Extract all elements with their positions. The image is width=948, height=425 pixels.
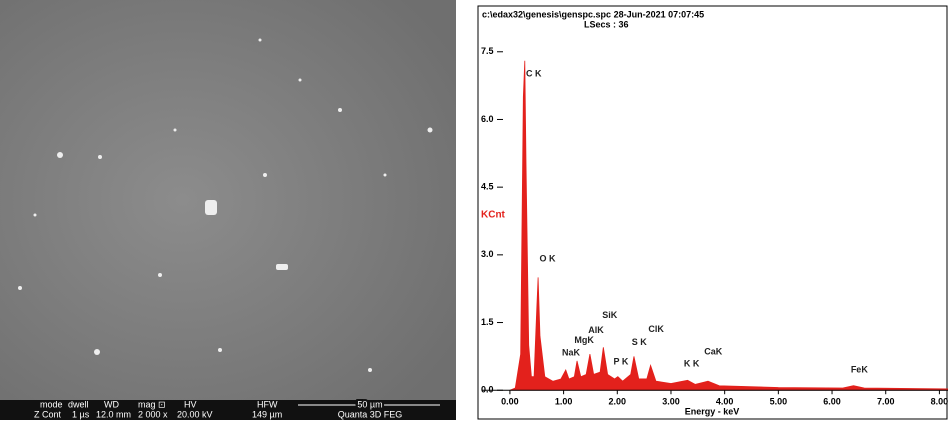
y-tick-label: 6.0 bbox=[481, 114, 494, 124]
sem-image bbox=[0, 0, 456, 400]
info-value: 149 µm bbox=[252, 409, 282, 419]
peak-label: FeK bbox=[851, 365, 869, 375]
x-tick-label: 8.00 bbox=[931, 397, 948, 407]
peak-label: AlK bbox=[588, 325, 604, 335]
y-tick-label: 1.5 bbox=[481, 317, 494, 327]
info-value: 12.0 mm bbox=[96, 409, 131, 419]
y-tick-label: 4.5 bbox=[481, 182, 494, 192]
chart-header: c:\edax32\genesis\genspc.spc 28-Jun-2021… bbox=[482, 9, 704, 19]
instrument: Quanta 3D FEG bbox=[338, 409, 403, 419]
info-header: mag ⊡ bbox=[138, 399, 166, 409]
spectrum bbox=[509, 60, 948, 391]
peak-label: O K bbox=[539, 254, 556, 264]
x-tick-label: 3.00 bbox=[662, 397, 680, 407]
chart-subheader: LSecs : 36 bbox=[584, 19, 629, 29]
x-tick-label: 1.00 bbox=[555, 397, 573, 407]
spectrum-chart: c:\edax32\genesis\genspc.spc 28-Jun-2021… bbox=[477, 5, 948, 420]
x-tick-label: 5.00 bbox=[770, 397, 788, 407]
peak-label: NaK bbox=[562, 348, 581, 358]
y-tick-label: 0.0 bbox=[481, 385, 494, 395]
x-tick-label: 6.00 bbox=[823, 397, 841, 407]
info-header: HFW bbox=[257, 399, 278, 409]
y-tick-label: 3.0 bbox=[481, 249, 494, 259]
x-tick-label: 2.00 bbox=[609, 397, 627, 407]
sem-info-bar: mode dwell WD mag ⊡ HV HFW Z Cont 1 µs 1… bbox=[0, 397, 456, 420]
info-value: 20.00 kV bbox=[177, 409, 213, 419]
info-header: mode bbox=[40, 399, 63, 409]
x-tick-label: 4.00 bbox=[716, 397, 734, 407]
info-header: WD bbox=[104, 399, 119, 409]
peak-label: SiK bbox=[602, 310, 618, 320]
peak-label: P K bbox=[614, 357, 629, 367]
info-value: Z Cont bbox=[34, 409, 62, 419]
peak-label: CaK bbox=[704, 347, 723, 357]
peak-label: MgK bbox=[574, 335, 594, 345]
info-header: dwell bbox=[68, 399, 89, 409]
y-tick-label: 7.5 bbox=[481, 46, 494, 56]
info-header: HV bbox=[184, 399, 197, 409]
peak-label: S K bbox=[632, 337, 648, 347]
peak-label: C K bbox=[526, 69, 542, 79]
y-axis-label: KCnt bbox=[481, 210, 506, 221]
scale-bar-label: 50 µm bbox=[357, 399, 382, 409]
x-tick-label: 7.00 bbox=[877, 397, 895, 407]
peak-label: ClK bbox=[648, 324, 664, 334]
info-value: 1 µs bbox=[72, 409, 90, 419]
x-tick-label: 0.00 bbox=[501, 397, 519, 407]
peak-label: K K bbox=[684, 358, 700, 368]
info-value: 2 000 x bbox=[138, 409, 168, 419]
x-axis-label: Energy - keV bbox=[685, 406, 740, 416]
